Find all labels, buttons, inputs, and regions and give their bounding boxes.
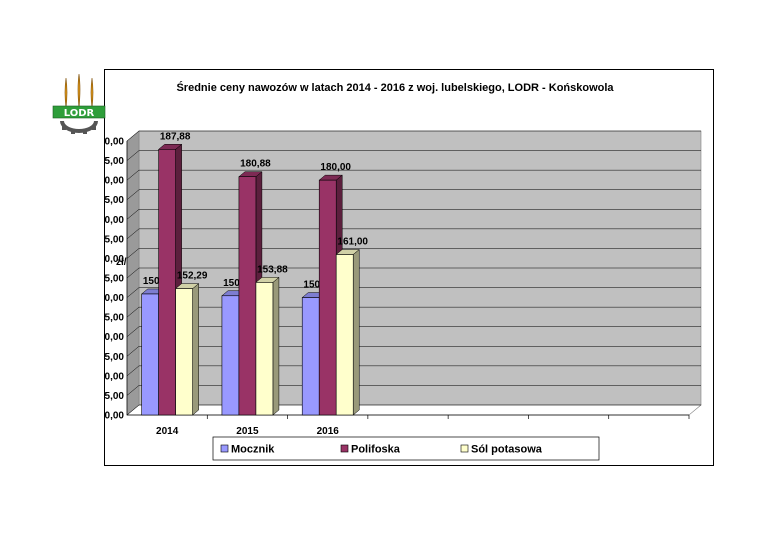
y-tick-label: 180,00 [105,176,124,187]
data-label: 152,29 [177,271,208,282]
data-label: 187,88 [160,131,191,142]
y-tick-label: 145,00 [105,313,124,324]
bar-polifoska [158,148,176,416]
plot-area: 120,00 125,00 130,00 135,00 140,00 145,00 150,… [105,130,702,461]
x-tick-label: 2016 [317,426,340,437]
y-tick-label: 140,00 [105,332,124,343]
chart-frame: Średnie ceny nawozów w latach 2014 - 201… [104,69,714,466]
chart-svg: Średnie ceny nawozów w latach 2014 - 201… [105,81,702,461]
legend-item: Sól potasowa [471,444,543,456]
legend-item: Polifoska [351,444,401,456]
gridline [126,267,701,279]
logo: LODR [52,73,106,134]
chart-title: Średnie ceny nawozów w latach 2014 - 201… [176,81,614,94]
gridline [126,326,701,337]
x-tick-label: 2015 [236,426,259,437]
data-label: 180,88 [240,159,271,170]
y-tick-label: 160,00 [105,254,124,265]
gear-icon [60,121,98,134]
y-tick-label: 175,00 [105,195,124,206]
bar-polifoska [238,176,257,416]
gridline [126,169,701,181]
legend-item: Mocznik [231,444,275,456]
gridline [126,189,701,200]
data-label: 180,00 [320,162,351,173]
y-tick-label: 135,00 [105,352,124,363]
bar-mocznik [301,297,320,416]
bar-s-l-potasowa [255,282,274,416]
y-tick-label: 130,00 [105,371,124,382]
bar-side [192,283,199,416]
gridline [126,248,701,259]
y-tick-label: 125,00 [105,391,124,402]
bar-s-l-potasowa [335,254,354,416]
y-tick-label: 185,00 [105,156,124,167]
gridline [126,130,701,142]
y-tick-label: 170,00 [105,215,124,226]
gridline [126,385,701,396]
bar-polifoska [318,179,337,416]
bar-mocznik [141,293,159,416]
gridline [126,404,701,416]
legend-swatch [340,444,349,453]
legend-swatch [460,444,469,453]
gridline [126,228,701,240]
logo-text: LODR [64,108,95,119]
gridline [126,150,701,161]
gridline [126,365,701,377]
bar-side [352,248,360,416]
logo-band [52,105,106,119]
legend-swatch [220,444,229,453]
gridline [126,306,701,318]
data-label: 153,88 [257,264,288,275]
y-tick-label: 190,00 [105,137,124,148]
bar-s-l-potasowa [175,288,193,416]
gridline [126,346,701,357]
y-tick-label: 165,00 [105,234,124,245]
legend [212,436,600,461]
y-axis-label: zł/dt [116,257,137,268]
x-tick-label: 2014 [156,426,179,437]
bar-mocznik [221,295,240,416]
y-tick-label: 120,00 [105,411,124,422]
y-tick-label: 155,00 [105,274,124,285]
gridline [126,209,701,220]
plot-floor [126,404,702,416]
y-tick-label: 150,00 [105,293,124,304]
gridline [126,287,701,298]
data-label: 161,00 [337,237,368,248]
bar-side [272,276,280,416]
